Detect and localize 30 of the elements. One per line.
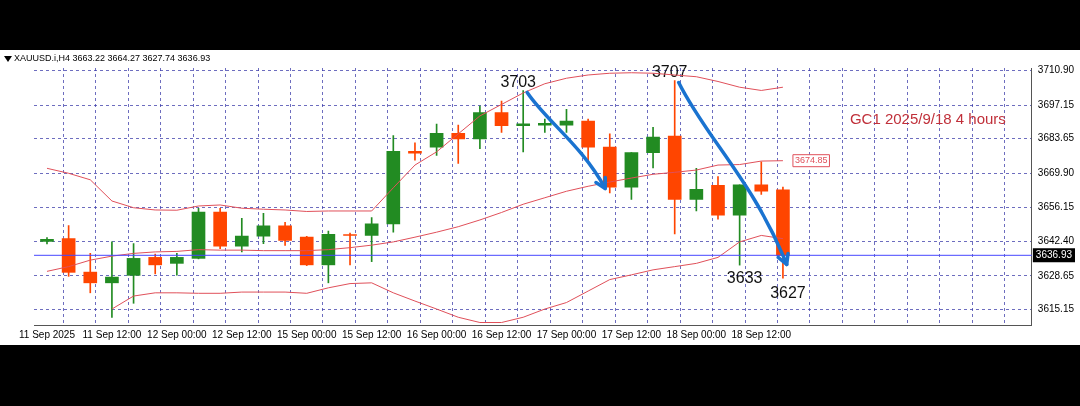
y-tick-label: 3628.65 bbox=[1037, 269, 1075, 281]
x-tick-label: 11 Sep 2025 bbox=[19, 328, 76, 340]
x-tick-label: 12 Sep 12:00 bbox=[212, 328, 272, 340]
candlestick bbox=[105, 241, 119, 318]
x-tick-label: 18 Sep 00:00 bbox=[666, 328, 727, 340]
x-tick-label: 15 Sep 12:00 bbox=[341, 328, 402, 340]
y-tick-label: 3710.90 bbox=[1037, 64, 1075, 76]
x-tick-label: 11 Sep 12:00 bbox=[82, 328, 142, 340]
x-tick-label: 18 Sep 12:00 bbox=[731, 328, 792, 340]
y-tick-label: 3669.90 bbox=[1037, 166, 1075, 178]
x-tick-label: 15 Sep 00:00 bbox=[276, 328, 337, 340]
annotation: 3627 bbox=[770, 284, 806, 302]
x-tick-label: 12 Sep 00:00 bbox=[147, 328, 208, 340]
y-tick-label: 3615.15 bbox=[1037, 303, 1075, 315]
data-label: 3674.85 bbox=[794, 155, 828, 166]
x-tick-label: 16 Sep 12:00 bbox=[471, 328, 532, 340]
y-tick-label: 3642.40 bbox=[1037, 235, 1075, 247]
annotation: 3633 bbox=[726, 269, 763, 287]
ref-line-label: 3636.93 bbox=[1035, 249, 1073, 261]
candlestick bbox=[754, 161, 769, 195]
candlestick bbox=[343, 232, 357, 266]
text: GC1 2025/9/18 4 hours bbox=[849, 110, 1006, 128]
y-tick-label: 3656.15 bbox=[1037, 201, 1075, 213]
chart-subtitle: XAUUSD.i,H4 3663.22 3664.27 3627.74 3636.93 bbox=[14, 53, 211, 64]
annotation: 3703 bbox=[500, 73, 537, 91]
x-tick-label: 17 Sep 00:00 bbox=[536, 328, 597, 340]
y-tick-label: 3683.65 bbox=[1037, 132, 1075, 144]
y-tick-label: 3697.15 bbox=[1037, 98, 1075, 110]
x-tick-label: 17 Sep 12:00 bbox=[601, 328, 662, 340]
x-tick-label: 16 Sep 00:00 bbox=[406, 328, 467, 340]
